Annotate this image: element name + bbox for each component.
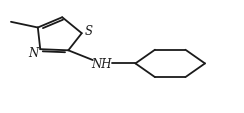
- Text: N: N: [28, 46, 39, 59]
- Text: NH: NH: [91, 57, 112, 70]
- Text: S: S: [85, 24, 92, 37]
